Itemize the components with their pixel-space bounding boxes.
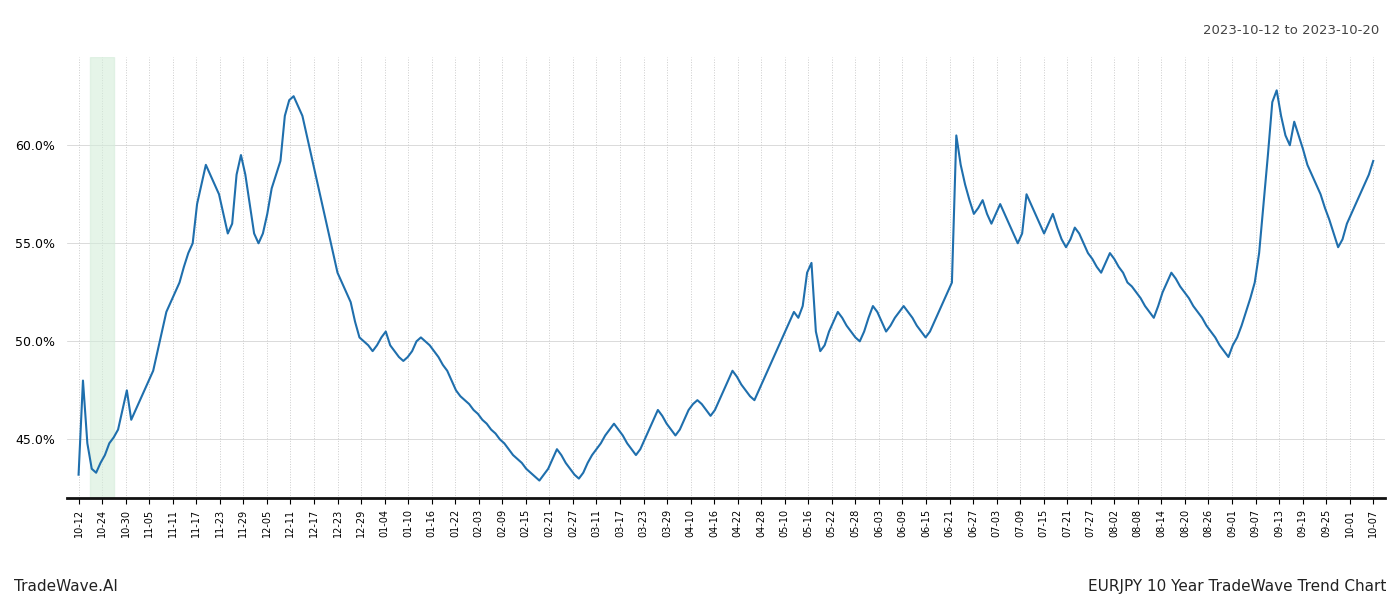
- Text: EURJPY 10 Year TradeWave Trend Chart: EURJPY 10 Year TradeWave Trend Chart: [1088, 579, 1386, 594]
- Text: TradeWave.AI: TradeWave.AI: [14, 579, 118, 594]
- Bar: [91, 57, 113, 498]
- Text: 2023-10-12 to 2023-10-20: 2023-10-12 to 2023-10-20: [1203, 24, 1379, 37]
